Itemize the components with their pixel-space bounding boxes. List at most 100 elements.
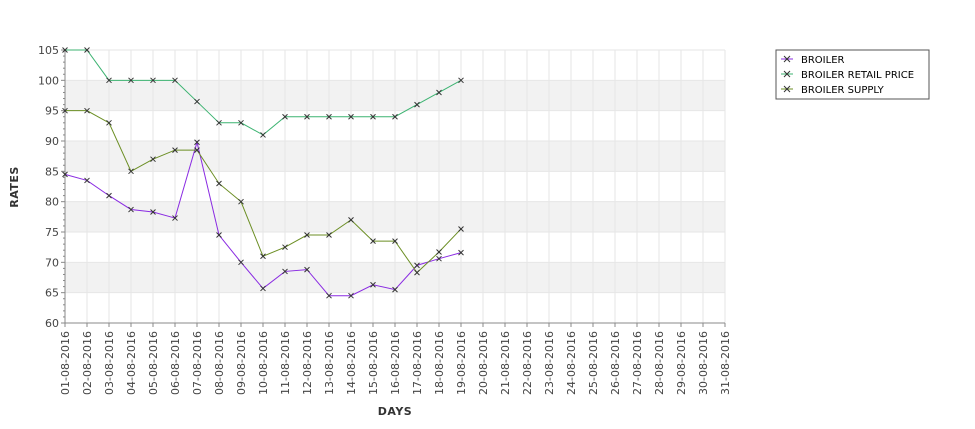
legend-item: BROILER [781, 55, 845, 66]
series-broiler-retail-price [62, 47, 464, 138]
legend-label: BROILER [801, 55, 845, 66]
data-point [62, 47, 68, 53]
data-point [304, 232, 310, 238]
data-point-marker [282, 268, 288, 275]
y-tick-label: 65 [45, 287, 59, 300]
data-point [326, 232, 332, 238]
data-point-marker [348, 113, 354, 120]
x-tick-label: 23-08-2016 [543, 331, 556, 395]
x-tick-label: 26-08-2016 [609, 331, 622, 395]
x-tick-label: 17-08-2016 [411, 331, 424, 395]
data-point-marker [282, 113, 288, 120]
x-tick-label: 16-08-2016 [389, 331, 402, 395]
y-tick-label: 60 [45, 317, 59, 330]
series-layer [62, 47, 464, 299]
x-tick-label: 27-08-2016 [631, 331, 644, 395]
x-axis-title: DAYS [378, 405, 412, 418]
x-tick-label: 02-08-2016 [81, 331, 94, 395]
data-point [392, 238, 398, 244]
x-tick-label: 05-08-2016 [147, 331, 160, 395]
data-point-marker [458, 77, 464, 84]
data-point-marker [414, 269, 420, 276]
data-point [172, 147, 178, 153]
data-point-marker [194, 139, 200, 146]
x-tick-label: 14-08-2016 [345, 331, 358, 395]
data-point [436, 89, 442, 96]
data-point-marker [282, 244, 288, 251]
y-tick-label: 105 [38, 44, 59, 57]
data-point-marker [172, 147, 178, 153]
legend-box [775, 49, 930, 100]
legend-item: BROILER SUPPLY [781, 85, 885, 96]
data-point-marker [84, 177, 90, 184]
data-point-marker [238, 259, 244, 266]
data-point-marker [62, 171, 68, 178]
y-tick-label: 70 [45, 256, 59, 269]
x-tick-label: 15-08-2016 [367, 331, 380, 395]
data-point [194, 139, 200, 146]
x-tick-label: 01-08-2016 [59, 331, 72, 395]
data-point-marker [370, 281, 376, 288]
data-point [414, 101, 420, 108]
data-point [260, 253, 266, 260]
x-tick-label: 12-08-2016 [301, 331, 314, 395]
data-point-marker [458, 226, 464, 232]
data-point-marker [150, 209, 156, 215]
x-tick-label: 31-08-2016 [719, 331, 732, 395]
data-point-marker [370, 238, 376, 244]
data-point [84, 177, 90, 184]
y-tick-label: 95 [45, 105, 59, 118]
data-point [414, 262, 420, 269]
data-point [282, 113, 288, 120]
data-point [62, 107, 68, 114]
y-tick-label: 90 [45, 135, 59, 148]
data-point [194, 98, 200, 105]
legend-marker [783, 70, 791, 78]
x-tick-label: 21-08-2016 [499, 331, 512, 395]
data-point [414, 269, 420, 276]
data-point-marker [238, 198, 244, 205]
x-tick-label: 11-08-2016 [279, 331, 292, 395]
data-point [370, 238, 376, 244]
data-point [216, 119, 222, 126]
data-point-marker [216, 180, 222, 187]
data-point-marker [62, 107, 68, 114]
data-point-marker [348, 217, 354, 223]
x-tick-label: 29-08-2016 [675, 331, 688, 395]
data-point [172, 77, 178, 84]
x-tick-label: 08-08-2016 [213, 331, 226, 395]
data-point [238, 119, 244, 126]
y-tick-label: 100 [38, 74, 59, 87]
data-point-marker [128, 168, 134, 175]
x-tick-label: 20-08-2016 [477, 331, 490, 395]
data-point [436, 255, 442, 262]
legend-label: BROILER SUPPLY [801, 85, 885, 96]
data-point [282, 244, 288, 251]
data-point [326, 292, 332, 299]
data-point-marker [128, 206, 134, 213]
data-point-marker [238, 119, 244, 126]
data-point [172, 215, 178, 221]
data-point [304, 113, 310, 120]
data-point-marker [260, 285, 266, 292]
data-point-marker [304, 266, 310, 273]
data-point-marker [172, 77, 178, 84]
data-point-marker [172, 215, 178, 221]
x-tick-label: 18-08-2016 [433, 331, 446, 395]
data-point [348, 217, 354, 223]
data-point-marker [326, 113, 332, 120]
y-tick-label: 75 [45, 226, 59, 239]
data-point [62, 171, 68, 178]
data-point-marker [392, 238, 398, 244]
data-point [260, 285, 266, 292]
data-point-marker [304, 232, 310, 238]
data-point [370, 281, 376, 288]
data-point-marker [348, 292, 354, 299]
data-point [304, 266, 310, 273]
data-point-marker [436, 255, 442, 262]
x-tick-label: 25-08-2016 [587, 331, 600, 395]
data-point [194, 147, 200, 153]
series-broiler-supply [62, 107, 464, 276]
y-tick-label: 80 [45, 196, 59, 209]
